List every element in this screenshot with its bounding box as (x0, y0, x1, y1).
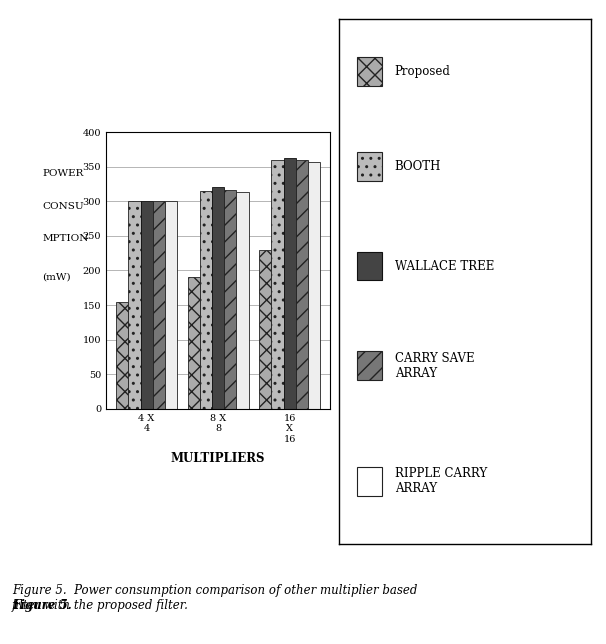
Bar (188, 278, 200, 409)
Text: WALLACE TREE: WALLACE TREE (395, 260, 494, 272)
Bar (153, 201, 165, 409)
Bar (224, 190, 236, 409)
FancyBboxPatch shape (357, 252, 382, 280)
Bar (308, 162, 320, 409)
Text: MPTION: MPTION (42, 234, 89, 243)
Text: CARRY SAVE
ARRAY: CARRY SAVE ARRAY (395, 352, 474, 380)
FancyBboxPatch shape (357, 467, 382, 496)
Bar (271, 160, 284, 409)
Bar (128, 201, 141, 409)
Text: RIPPLE CARRY
ARRAY: RIPPLE CARRY ARRAY (395, 467, 487, 495)
Text: BOOTH: BOOTH (395, 160, 441, 173)
FancyBboxPatch shape (357, 351, 382, 380)
Bar (212, 187, 224, 409)
Text: Figure 5.: Figure 5. (12, 599, 72, 612)
Bar (284, 158, 296, 409)
Bar (116, 301, 128, 409)
Bar (259, 250, 271, 409)
Text: CONSU: CONSU (42, 202, 84, 211)
Text: Figure 5.  Power consumption comparison of other multiplier based
filter with th: Figure 5. Power consumption comparison o… (12, 584, 418, 612)
Bar (165, 201, 177, 409)
Bar (141, 201, 153, 409)
X-axis label: MULTIPLIERS: MULTIPLIERS (171, 452, 265, 465)
Bar (200, 191, 212, 409)
Bar (296, 160, 308, 409)
FancyBboxPatch shape (357, 57, 382, 86)
Text: POWER: POWER (42, 169, 84, 178)
FancyBboxPatch shape (357, 152, 382, 181)
Bar (236, 191, 248, 409)
Text: Proposed: Proposed (395, 65, 451, 79)
Text: (mW): (mW) (42, 272, 71, 281)
